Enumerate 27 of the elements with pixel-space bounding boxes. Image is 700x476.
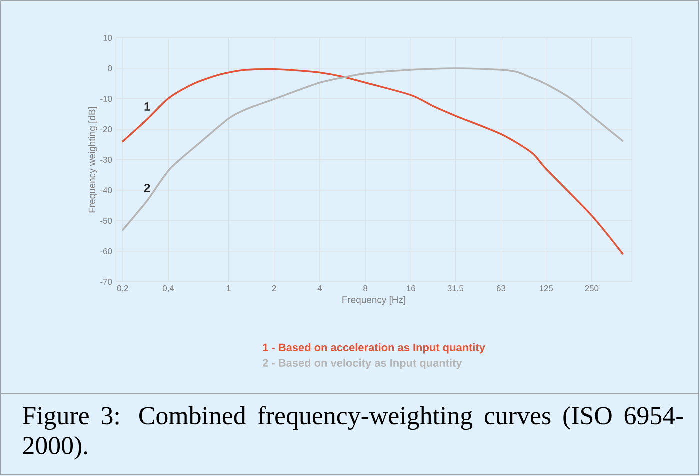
annotation: 1 — [144, 102, 150, 111]
text: 2 - Based on velocity as Input quantity — [262, 358, 462, 370]
text: 1 - Based on acceleration as Input quantity — [263, 344, 486, 354]
y-tick-label: -20 — [100, 126, 112, 132]
x-tick-label: 250 — [585, 286, 599, 292]
x-tick-label: 0,4 — [162, 286, 174, 292]
y-tick-label: -40 — [100, 187, 112, 194]
x-tick-label: 8 — [364, 286, 368, 292]
y-tick-label: -50 — [100, 218, 112, 224]
y-tick-label: -10 — [100, 96, 112, 102]
y-axis-title: Frequency weighting [dB] — [88, 107, 98, 213]
x-tick-label: 125 — [540, 286, 554, 292]
x-tick-label: 16 — [407, 286, 416, 292]
y-tick-label: -30 — [100, 156, 112, 163]
y-tick-label: 10 — [104, 35, 112, 41]
y-tick-label: 0 — [108, 66, 112, 72]
x-tick-label: 0,2 — [117, 286, 128, 292]
y-tick-label: -60 — [100, 248, 112, 254]
x-tick-label: 4 — [318, 286, 322, 292]
caption: Figure 3: Combined frequency-weighting curves (ISO 6954-2000). — [22, 406, 684, 460]
y-tick-label: -70 — [100, 278, 112, 285]
annotation: 2 — [144, 184, 150, 192]
x-tick-label: 1 — [227, 286, 231, 292]
x-tick-label: 63 — [496, 286, 506, 292]
x-tick-label: 2 — [272, 286, 276, 292]
x-axis-title: Frequency [Hz] — [342, 296, 406, 306]
x-tick-label: 31,5 — [448, 286, 464, 292]
